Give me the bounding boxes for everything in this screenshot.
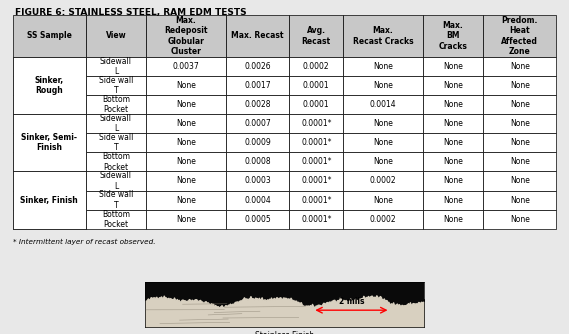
Text: 0.0017: 0.0017 — [244, 81, 271, 90]
Text: 0.0003: 0.0003 — [244, 176, 271, 185]
Text: Side wall
T: Side wall T — [98, 190, 133, 210]
Text: SS Sample: SS Sample — [27, 31, 72, 40]
Text: None: None — [176, 119, 196, 128]
Text: None: None — [443, 196, 463, 205]
Text: Side wall
T: Side wall T — [98, 76, 133, 95]
Bar — [145, 282, 424, 299]
Text: Predom.
Heat
Affected
Zone: Predom. Heat Affected Zone — [501, 16, 538, 56]
Text: None: None — [510, 157, 530, 166]
Text: 0.0001*: 0.0001* — [301, 215, 332, 224]
Text: None: None — [510, 215, 530, 224]
Text: * Intermittent layer of recast observed.: * Intermittent layer of recast observed. — [13, 239, 155, 245]
Text: 0.0001*: 0.0001* — [301, 157, 332, 166]
Text: None: None — [443, 62, 463, 71]
Text: Sidewall
L: Sidewall L — [100, 114, 132, 133]
Text: None: None — [443, 215, 463, 224]
Text: Bottom
Pocket: Bottom Pocket — [102, 95, 130, 114]
Text: 0.0002: 0.0002 — [370, 215, 397, 224]
Text: 0.0005: 0.0005 — [244, 215, 271, 224]
Text: None: None — [510, 196, 530, 205]
Text: 0.0014: 0.0014 — [370, 100, 397, 109]
Text: Max.
BM
Cracks: Max. BM Cracks — [439, 21, 468, 51]
Text: None: None — [176, 215, 196, 224]
Text: None: None — [510, 81, 530, 90]
Text: None: None — [373, 196, 393, 205]
Text: Sinker,
Rough: Sinker, Rough — [35, 76, 64, 95]
Text: Sinker, Finish: Sinker, Finish — [20, 196, 78, 205]
Text: None: None — [443, 176, 463, 185]
Text: FIGURE 6: STAINLESS STEEL, RAM EDM TESTS: FIGURE 6: STAINLESS STEEL, RAM EDM TESTS — [15, 8, 247, 17]
Text: 0.0028: 0.0028 — [244, 100, 271, 109]
Text: None: None — [176, 138, 196, 147]
Text: Avg.
Recast: Avg. Recast — [302, 26, 331, 45]
Text: 0.0026: 0.0026 — [244, 62, 271, 71]
Text: Sidewall
L: Sidewall L — [100, 56, 132, 76]
Text: 0.0001*: 0.0001* — [301, 138, 332, 147]
Text: None: None — [443, 100, 463, 109]
Text: None: None — [510, 119, 530, 128]
Text: 2 mils: 2 mils — [339, 297, 364, 306]
Text: None: None — [373, 62, 393, 71]
Text: 0.0037: 0.0037 — [172, 62, 199, 71]
Text: Stainless Finish: Stainless Finish — [255, 331, 314, 334]
Text: None: None — [443, 138, 463, 147]
Text: None: None — [443, 157, 463, 166]
Text: 0.0002: 0.0002 — [370, 176, 397, 185]
Text: None: None — [176, 81, 196, 90]
Text: None: None — [373, 119, 393, 128]
Text: Bottom
Pocket: Bottom Pocket — [102, 209, 130, 229]
Text: 0.0001*: 0.0001* — [301, 196, 332, 205]
Text: None: None — [443, 119, 463, 128]
Text: Max.
Redeposit
Globular
Cluster: Max. Redeposit Globular Cluster — [164, 16, 208, 56]
Text: 0.0001*: 0.0001* — [301, 176, 332, 185]
Text: 0.0007: 0.0007 — [244, 119, 271, 128]
Text: None: None — [176, 196, 196, 205]
Text: Max. Recast: Max. Recast — [231, 31, 284, 40]
Text: View: View — [106, 31, 126, 40]
Text: Sinker, Semi-
Finish: Sinker, Semi- Finish — [21, 133, 77, 152]
Text: 0.0002: 0.0002 — [303, 62, 329, 71]
Text: None: None — [510, 138, 530, 147]
Text: None: None — [373, 138, 393, 147]
Text: None: None — [176, 176, 196, 185]
Text: Side wall
T: Side wall T — [98, 133, 133, 152]
Text: None: None — [373, 81, 393, 90]
Text: 0.0001: 0.0001 — [303, 100, 329, 109]
Text: None: None — [443, 81, 463, 90]
Text: None: None — [176, 157, 196, 166]
Text: 0.0009: 0.0009 — [244, 138, 271, 147]
Text: Sidewall
L: Sidewall L — [100, 171, 132, 191]
Text: None: None — [510, 100, 530, 109]
Text: None: None — [176, 100, 196, 109]
Text: None: None — [373, 157, 393, 166]
Text: None: None — [510, 176, 530, 185]
Text: 0.0001*: 0.0001* — [301, 119, 332, 128]
Text: 0.0008: 0.0008 — [244, 157, 271, 166]
Text: None: None — [510, 62, 530, 71]
Text: Bottom
Pocket: Bottom Pocket — [102, 152, 130, 172]
Text: 0.0004: 0.0004 — [244, 196, 271, 205]
Text: Max.
Recast Cracks: Max. Recast Cracks — [353, 26, 414, 45]
Text: 0.0001: 0.0001 — [303, 81, 329, 90]
